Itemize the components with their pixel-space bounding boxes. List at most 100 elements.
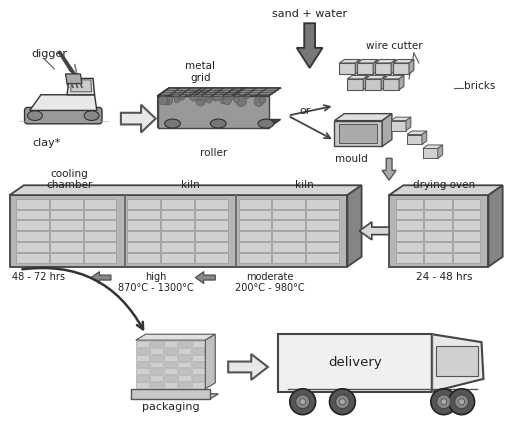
Circle shape <box>163 98 169 104</box>
Bar <box>150 362 163 368</box>
Bar <box>192 382 205 388</box>
Bar <box>278 334 432 392</box>
Bar <box>161 209 194 219</box>
Circle shape <box>206 97 212 103</box>
Text: delivery: delivery <box>328 357 382 370</box>
Text: or: or <box>299 106 310 116</box>
Bar <box>161 220 194 230</box>
Bar <box>16 253 49 263</box>
Bar <box>16 220 49 230</box>
Circle shape <box>223 97 231 105</box>
Polygon shape <box>158 96 269 127</box>
Bar <box>164 362 177 368</box>
Bar <box>192 341 205 346</box>
Bar <box>195 231 228 241</box>
Bar <box>453 220 480 230</box>
Bar <box>50 199 82 208</box>
Polygon shape <box>359 222 389 240</box>
Bar <box>239 199 271 208</box>
Bar <box>396 199 423 208</box>
Polygon shape <box>382 158 396 180</box>
Bar <box>424 209 452 219</box>
Circle shape <box>330 389 355 415</box>
Circle shape <box>223 94 228 99</box>
Bar <box>127 199 160 208</box>
Bar <box>239 220 271 230</box>
Polygon shape <box>364 76 368 90</box>
Bar <box>272 220 305 230</box>
Bar <box>306 231 339 241</box>
Text: roller: roller <box>200 149 227 158</box>
Bar <box>136 348 149 354</box>
Ellipse shape <box>84 111 99 120</box>
Circle shape <box>455 395 468 408</box>
Circle shape <box>296 395 310 408</box>
Polygon shape <box>158 88 169 127</box>
Bar <box>161 242 194 252</box>
Circle shape <box>220 92 226 98</box>
Text: drying oven: drying oven <box>413 180 475 190</box>
Bar <box>306 242 339 252</box>
Polygon shape <box>348 185 361 267</box>
Circle shape <box>236 96 246 106</box>
Bar <box>50 231 82 241</box>
Polygon shape <box>136 334 215 340</box>
Circle shape <box>234 97 239 103</box>
Polygon shape <box>339 63 355 74</box>
Bar <box>136 341 149 346</box>
Bar <box>83 253 116 263</box>
Bar <box>161 253 194 263</box>
Bar <box>178 354 191 360</box>
Circle shape <box>335 395 349 408</box>
Bar <box>453 253 480 263</box>
Bar <box>136 382 149 388</box>
Ellipse shape <box>164 119 181 128</box>
Bar <box>195 209 228 219</box>
Bar <box>178 368 191 374</box>
Circle shape <box>300 399 306 405</box>
Polygon shape <box>196 272 215 284</box>
Bar <box>453 209 480 219</box>
Polygon shape <box>158 119 281 127</box>
Bar <box>424 220 452 230</box>
Text: 48 - 72 hrs: 48 - 72 hrs <box>12 272 65 281</box>
Text: bricks: bricks <box>464 81 495 91</box>
Polygon shape <box>373 60 378 74</box>
Bar <box>127 253 160 263</box>
Bar <box>136 362 149 368</box>
Bar <box>50 209 82 219</box>
Bar <box>239 209 271 219</box>
Bar <box>178 376 191 381</box>
Bar <box>306 209 339 219</box>
Circle shape <box>449 389 475 415</box>
Polygon shape <box>436 346 478 376</box>
Circle shape <box>179 91 186 97</box>
Bar <box>453 242 480 252</box>
Text: mould: mould <box>335 154 368 165</box>
Bar <box>150 341 163 346</box>
Bar <box>127 231 160 241</box>
Bar <box>150 382 163 388</box>
Bar <box>424 199 452 208</box>
Bar <box>396 220 423 230</box>
Circle shape <box>431 389 457 415</box>
Polygon shape <box>158 88 281 96</box>
Bar <box>239 231 271 241</box>
Bar <box>150 368 163 374</box>
Bar <box>192 362 205 368</box>
Bar <box>178 382 191 388</box>
Circle shape <box>212 96 218 101</box>
Text: digger: digger <box>31 49 68 59</box>
Polygon shape <box>423 149 438 158</box>
Bar <box>272 231 305 241</box>
Circle shape <box>177 92 185 100</box>
Polygon shape <box>348 79 364 90</box>
Polygon shape <box>121 105 156 133</box>
Bar <box>192 368 205 374</box>
Bar <box>164 382 177 388</box>
Polygon shape <box>391 117 411 121</box>
Circle shape <box>173 92 180 100</box>
Polygon shape <box>423 145 443 149</box>
Bar <box>239 253 271 263</box>
Text: metal
grid: metal grid <box>185 61 216 83</box>
